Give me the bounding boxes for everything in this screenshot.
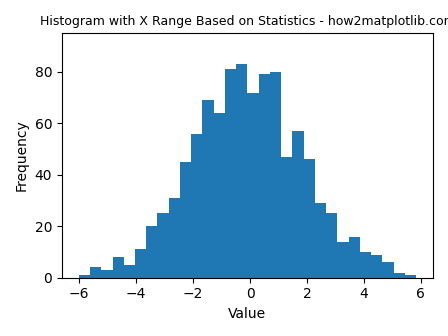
Bar xyxy=(135,249,146,278)
Bar xyxy=(79,275,90,278)
Bar xyxy=(337,242,349,278)
Bar xyxy=(281,157,293,278)
Bar xyxy=(315,203,326,278)
X-axis label: Value: Value xyxy=(228,307,267,321)
Bar xyxy=(383,262,394,278)
Bar xyxy=(270,72,281,278)
Title: Histogram with X Range Based on Statistics - how2matplotlib.com: Histogram with X Range Based on Statisti… xyxy=(39,15,448,28)
Y-axis label: Frequency: Frequency xyxy=(15,120,29,192)
Bar xyxy=(169,198,180,278)
Bar xyxy=(247,92,258,278)
Bar xyxy=(258,75,270,278)
Bar xyxy=(180,162,191,278)
Bar xyxy=(394,272,405,278)
Bar xyxy=(202,100,214,278)
Bar xyxy=(360,252,371,278)
Bar xyxy=(214,113,225,278)
Bar xyxy=(304,159,315,278)
Bar xyxy=(225,69,236,278)
Bar xyxy=(293,131,304,278)
Bar xyxy=(101,270,112,278)
Bar xyxy=(90,267,101,278)
Bar xyxy=(191,134,202,278)
Bar xyxy=(124,265,135,278)
Bar xyxy=(112,257,124,278)
Bar xyxy=(371,255,383,278)
Bar xyxy=(146,226,158,278)
Bar xyxy=(326,213,337,278)
Bar xyxy=(349,237,360,278)
Bar xyxy=(158,213,169,278)
Bar xyxy=(236,64,247,278)
Bar xyxy=(405,275,416,278)
